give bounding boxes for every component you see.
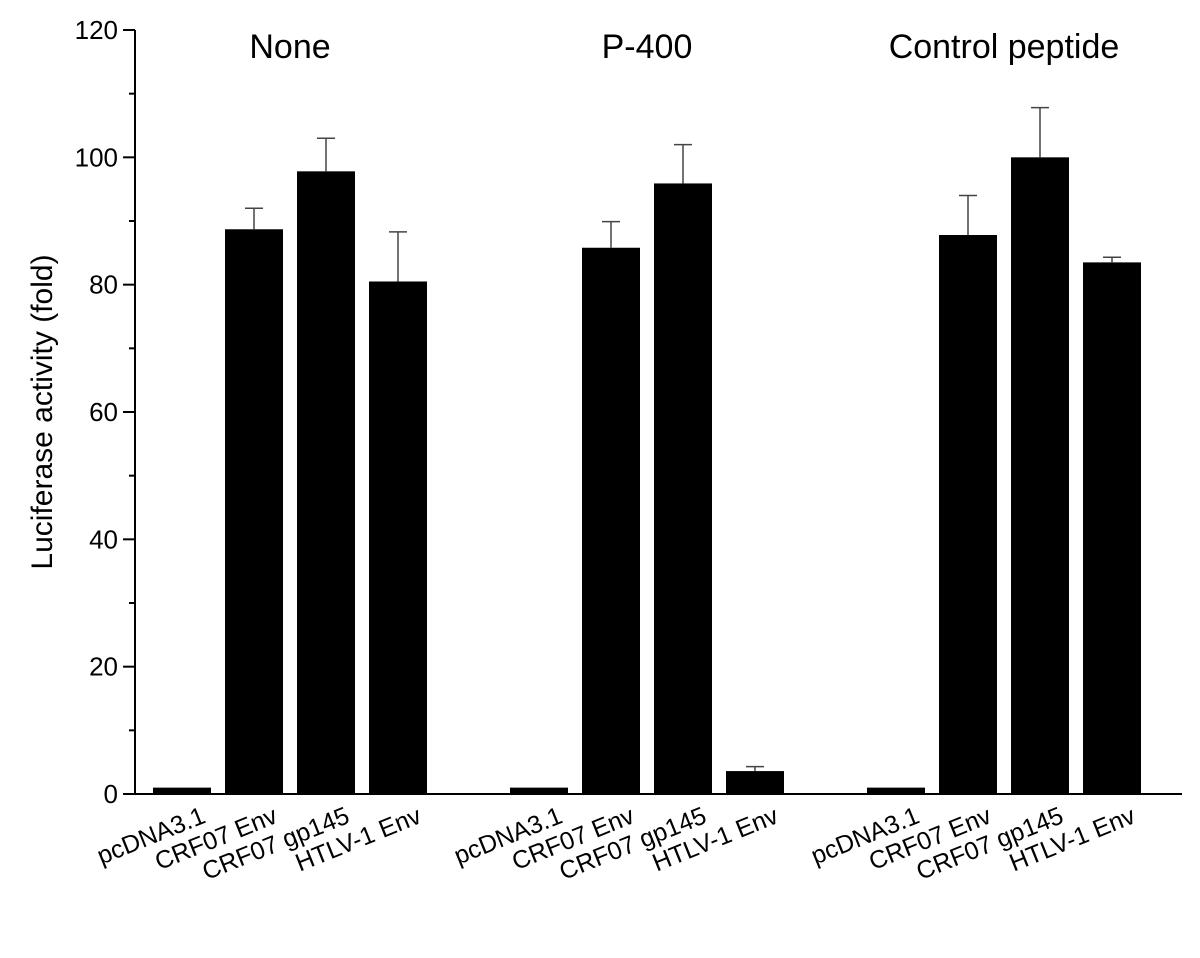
group-labels: None P-400 Control peptide bbox=[249, 28, 1119, 66]
bar bbox=[1011, 157, 1069, 795]
error-bar bbox=[959, 194, 977, 236]
bar bbox=[654, 183, 712, 795]
y-axis: 0 20 40 60 80 100 120 bbox=[75, 15, 136, 809]
group-label: Control peptide bbox=[889, 28, 1120, 66]
bar bbox=[867, 787, 925, 794]
error-bar bbox=[746, 765, 764, 772]
bar bbox=[297, 171, 355, 795]
bar bbox=[1083, 262, 1141, 795]
error-bar bbox=[1031, 106, 1049, 158]
error-bars bbox=[245, 106, 1121, 772]
bar bbox=[369, 281, 427, 794]
error-bar bbox=[389, 231, 407, 282]
bars bbox=[153, 157, 1141, 795]
y-tick-label: 40 bbox=[89, 524, 118, 554]
bar bbox=[939, 235, 997, 795]
y-tick-label: 20 bbox=[89, 652, 118, 682]
y-tick-label: 120 bbox=[75, 15, 118, 45]
bar bbox=[510, 787, 568, 794]
bar bbox=[726, 771, 784, 794]
error-bar bbox=[317, 137, 335, 172]
y-tick-label: 0 bbox=[104, 779, 118, 809]
bar bbox=[153, 787, 211, 794]
y-tick-label: 80 bbox=[89, 270, 118, 300]
y-axis-label: Luciferase activity (fold) bbox=[26, 254, 59, 569]
bar bbox=[582, 247, 640, 795]
group-label: None bbox=[249, 28, 330, 66]
error-bar bbox=[674, 143, 692, 184]
error-bar bbox=[602, 220, 620, 248]
bar bbox=[225, 229, 283, 794]
y-tick-label: 60 bbox=[89, 397, 118, 427]
error-bar bbox=[245, 207, 263, 230]
y-tick-label: 100 bbox=[75, 142, 118, 172]
group-label: P-400 bbox=[602, 28, 693, 66]
error-bar bbox=[1103, 256, 1121, 263]
